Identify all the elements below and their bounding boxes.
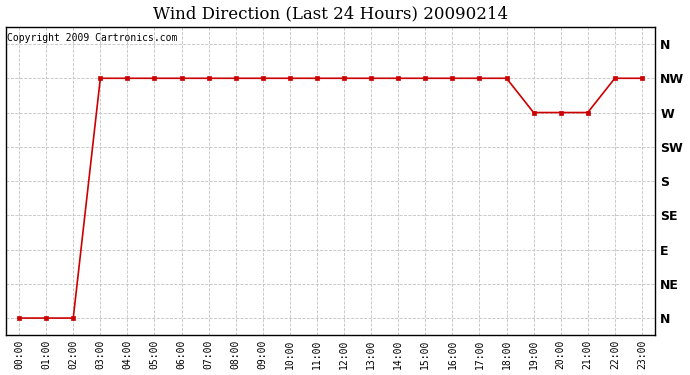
Title: Wind Direction (Last 24 Hours) 20090214: Wind Direction (Last 24 Hours) 20090214 [153, 6, 508, 22]
Text: Copyright 2009 Cartronics.com: Copyright 2009 Cartronics.com [7, 33, 177, 43]
